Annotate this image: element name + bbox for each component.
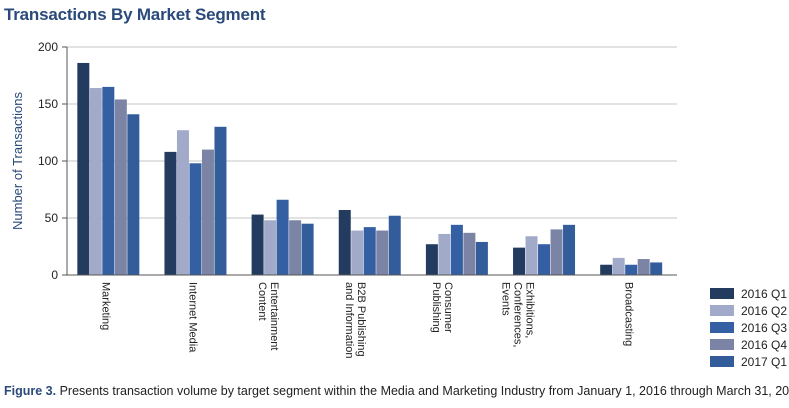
bar bbox=[127, 114, 140, 275]
bar bbox=[637, 259, 650, 275]
bar bbox=[650, 262, 663, 275]
bar bbox=[525, 236, 538, 275]
caption-label: Figure 3. bbox=[4, 384, 57, 398]
bar bbox=[176, 130, 189, 275]
bar bbox=[351, 230, 364, 275]
y-axis-ticks: 0 50 100 150 200 bbox=[38, 40, 67, 282]
bar bbox=[463, 232, 476, 275]
bar bbox=[425, 244, 438, 275]
y-tick-label: 0 bbox=[51, 268, 58, 282]
legend-label: 2016 Q2 bbox=[741, 304, 787, 318]
bar bbox=[338, 210, 351, 275]
bars bbox=[77, 62, 663, 276]
bar bbox=[77, 62, 90, 276]
bar bbox=[114, 99, 127, 275]
category-labels: Marketing Internet Media EntertainmentCont… bbox=[100, 282, 635, 358]
category-label: ConsumerPublishing bbox=[430, 282, 454, 333]
category-label: B2B Publishingand Information bbox=[343, 282, 367, 358]
bar bbox=[376, 230, 389, 275]
legend-label: 2016 Q3 bbox=[741, 321, 787, 335]
bar bbox=[625, 264, 638, 275]
category-label: EntertainmentContent bbox=[256, 282, 280, 350]
figure-caption: Figure 3. Presents transaction volume by… bbox=[4, 384, 789, 398]
legend: 2016 Q1 2016 Q2 2016 Q3 2016 Q4 2017 Q1 bbox=[710, 287, 787, 369]
category-label: Internet Media bbox=[187, 282, 199, 353]
chart-title: Transactions By Market Segment bbox=[4, 5, 266, 24]
legend-swatch bbox=[710, 339, 734, 350]
bar bbox=[89, 88, 102, 275]
bar bbox=[201, 149, 214, 275]
y-tick-label: 50 bbox=[45, 211, 59, 225]
bar bbox=[513, 247, 526, 275]
bar bbox=[388, 215, 401, 275]
bar bbox=[289, 220, 302, 275]
bar bbox=[189, 163, 202, 275]
bar bbox=[214, 126, 227, 275]
bar bbox=[276, 199, 289, 275]
bar bbox=[251, 214, 264, 275]
caption-text: Presents transaction volume by target se… bbox=[56, 384, 789, 398]
y-tick-label: 100 bbox=[38, 154, 58, 168]
bar bbox=[563, 224, 576, 275]
legend-label: 2017 Q1 bbox=[741, 355, 787, 369]
legend-label: 2016 Q1 bbox=[741, 287, 787, 301]
legend-swatch bbox=[710, 305, 734, 316]
bar bbox=[301, 223, 314, 275]
bar-chart: 0 50 100 150 200 Marketing Internet Media Ente… bbox=[10, 40, 787, 369]
category-label: Exhibitions,Conferences,Events bbox=[499, 282, 535, 347]
y-axis-title: Number of Transactions bbox=[10, 92, 25, 231]
bar bbox=[264, 220, 277, 275]
bar bbox=[450, 224, 463, 275]
category-label: Marketing bbox=[100, 282, 112, 330]
legend-swatch bbox=[710, 322, 734, 333]
bar bbox=[102, 86, 115, 276]
gridlines bbox=[67, 46, 677, 219]
y-tick-label: 150 bbox=[38, 97, 58, 111]
bar bbox=[164, 151, 177, 275]
bar bbox=[550, 229, 563, 275]
x-axis bbox=[66, 47, 677, 276]
bar bbox=[363, 227, 376, 275]
bar bbox=[538, 244, 551, 275]
bar bbox=[475, 241, 488, 275]
legend-swatch bbox=[710, 288, 734, 299]
legend-swatch bbox=[710, 356, 734, 367]
category-label: Broadcasting bbox=[622, 282, 634, 346]
bar bbox=[612, 257, 625, 275]
bar bbox=[438, 233, 451, 275]
y-tick-label: 200 bbox=[38, 40, 58, 54]
legend-label: 2016 Q4 bbox=[741, 338, 787, 352]
bar bbox=[600, 264, 613, 275]
